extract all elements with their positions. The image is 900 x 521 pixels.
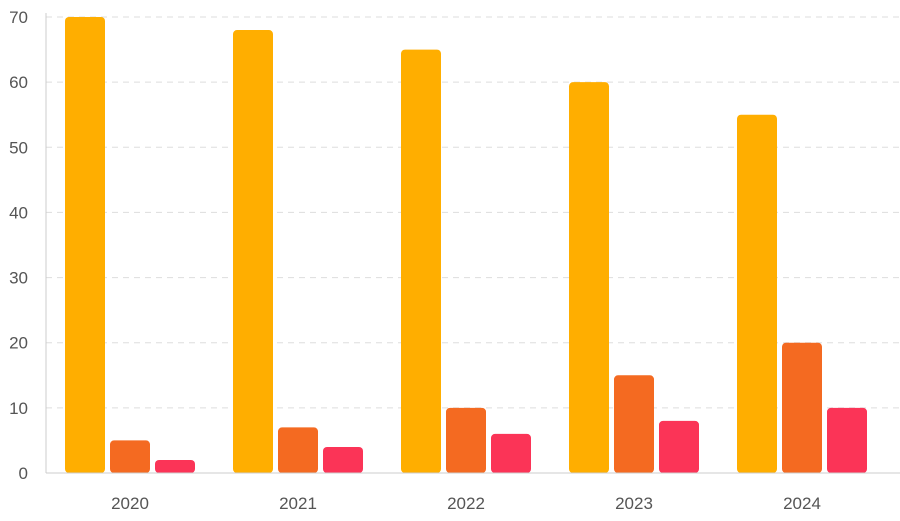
bar-2021-series-1 xyxy=(233,30,273,474)
y-tick-label: 30 xyxy=(9,269,28,288)
x-tick-label: 2021 xyxy=(279,494,317,513)
y-axis: 0 10 20 30 40 50 60 70 xyxy=(9,8,47,483)
bar-2022-series-1 xyxy=(401,49,441,473)
bars xyxy=(65,17,867,474)
bar-2022-series-3 xyxy=(491,433,531,473)
bar-2024-series-3 xyxy=(827,407,867,473)
x-tick-label: 2020 xyxy=(111,494,149,513)
y-tick-label: 10 xyxy=(9,399,28,418)
bar-2020-series-3 xyxy=(155,459,195,473)
bar-2021-series-2 xyxy=(278,427,318,473)
bar-2023-series-2 xyxy=(614,375,654,473)
bar-2024-series-1 xyxy=(737,114,777,473)
y-tick-label: 0 xyxy=(19,464,28,483)
bar-2023-series-3 xyxy=(659,420,699,473)
y-tick-label: 60 xyxy=(9,73,28,92)
y-tick-label: 20 xyxy=(9,334,28,353)
x-tick-label: 2022 xyxy=(447,494,485,513)
y-tick-label: 70 xyxy=(9,8,28,27)
y-tick-label: 50 xyxy=(9,138,28,157)
y-tick-label: 40 xyxy=(9,203,28,222)
x-axis: 2020 2021 2022 2023 2024 xyxy=(46,472,900,513)
bar-2022-series-2 xyxy=(446,407,486,473)
x-tick-label: 2023 xyxy=(615,494,653,513)
bar-2021-series-3 xyxy=(323,446,363,473)
x-tick-label: 2024 xyxy=(783,494,821,513)
bar-2024-series-2 xyxy=(782,342,822,473)
bar-2020-series-1 xyxy=(65,17,105,473)
bar-2023-series-1 xyxy=(569,82,609,474)
bar-2020-series-2 xyxy=(110,440,150,473)
